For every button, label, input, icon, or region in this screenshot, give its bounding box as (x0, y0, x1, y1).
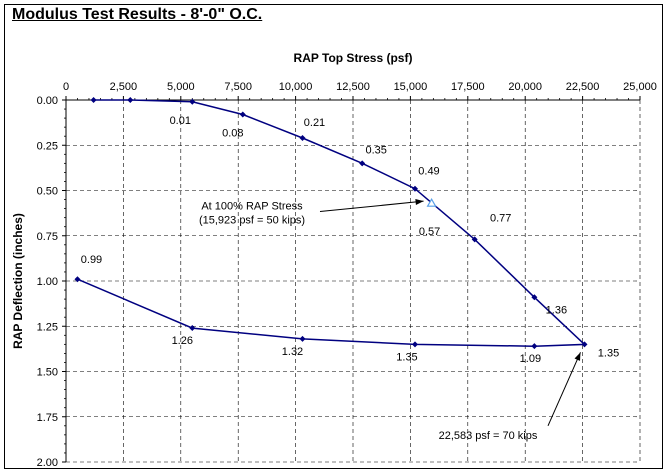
annotation-text: At 100% RAP Stress (201, 201, 303, 213)
data-label: 0.08 (222, 127, 243, 139)
data-point (299, 335, 306, 342)
x-tick-label: 25,000 (623, 81, 657, 93)
x-tick-label: 15,000 (394, 81, 428, 93)
data-point (411, 185, 418, 192)
data-point (531, 343, 538, 350)
data-label: 1.32 (282, 346, 303, 358)
data-label: 1.36 (546, 304, 567, 316)
data-point (299, 135, 306, 142)
data-label: 0.77 (490, 212, 511, 224)
data-point (189, 325, 196, 332)
data-labels: 0.01 0.08 0.21 0.35 0.49 0.77 1.36 1.35 1.09 1.35… (81, 115, 619, 365)
data-label: 0.49 (418, 166, 439, 178)
data-point (127, 97, 134, 103)
data-point (74, 276, 81, 283)
y-tick-label: 2.00 (37, 457, 58, 469)
y-tick-label: 1.25 (37, 321, 58, 333)
chart-frame (4, 4, 663, 469)
x-tick-label: 7,500 (224, 81, 252, 93)
y-tick-label: 0.00 (37, 95, 58, 107)
page-title: Modulus Test Results - 8'-0" O.C. (12, 6, 263, 23)
x-tick-label: 0 (63, 81, 69, 93)
arrowhead (415, 198, 424, 205)
highlight-point (426, 197, 437, 207)
x-tick-label: 12,500 (336, 81, 370, 93)
x-axis-title: RAP Top Stress (psf) (294, 51, 413, 65)
grid-lines (66, 100, 641, 463)
x-tick-label: 2,500 (110, 81, 138, 93)
x-tick-label: 5,000 (167, 81, 195, 93)
y-tick-label: 0.25 (37, 140, 58, 152)
y-tick-label: 1.00 (37, 276, 58, 288)
data-label: 1.35 (396, 351, 417, 363)
data-label: 0.01 (170, 115, 191, 127)
data-point (239, 111, 246, 118)
data-point (90, 97, 97, 103)
annotation-text: 22,583 psf = 70 kips (439, 430, 538, 442)
annotations: At 100% RAP Stress (15,923 psf = 50 kips)… (199, 198, 581, 442)
x-tick-label: 20,000 (508, 81, 542, 93)
axes: 0 2,500 5,000 7,500 10,000 12,500 15,000 17,500… (37, 81, 657, 469)
data-label: 0.21 (304, 117, 325, 129)
x-tick-label: 22,500 (566, 81, 600, 93)
x-tick-label: 10,000 (279, 81, 313, 93)
data-point (471, 236, 478, 243)
data-point (189, 98, 196, 105)
annotation-arrow (319, 200, 424, 213)
data-label: 1.35 (598, 347, 619, 359)
data-point (581, 341, 588, 348)
data-label: 0.99 (81, 254, 102, 266)
data-point (359, 160, 366, 167)
data-series (74, 97, 588, 350)
arrowhead (574, 352, 581, 361)
y-tick-label: 0.50 (37, 186, 58, 198)
x-tick-label: 17,500 (451, 81, 485, 93)
data-label: 1.26 (172, 335, 193, 347)
data-point (531, 294, 538, 301)
y-tick-label: 1.75 (37, 412, 58, 424)
highlight-label: 0.57 (419, 226, 440, 238)
y-axis-title: RAP Deflection (inches) (11, 213, 25, 349)
data-point (411, 341, 418, 348)
data-label: 0.35 (365, 144, 386, 156)
data-label: 1.09 (520, 353, 541, 365)
annotation-arrow (547, 352, 581, 427)
y-tick-label: 1.50 (37, 367, 58, 379)
y-tick-label: 0.75 (37, 231, 58, 243)
annotation-text: (15,923 psf = 50 kips) (199, 215, 305, 227)
